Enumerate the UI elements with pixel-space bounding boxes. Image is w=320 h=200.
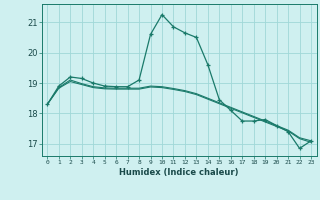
X-axis label: Humidex (Indice chaleur): Humidex (Indice chaleur) [119,168,239,177]
